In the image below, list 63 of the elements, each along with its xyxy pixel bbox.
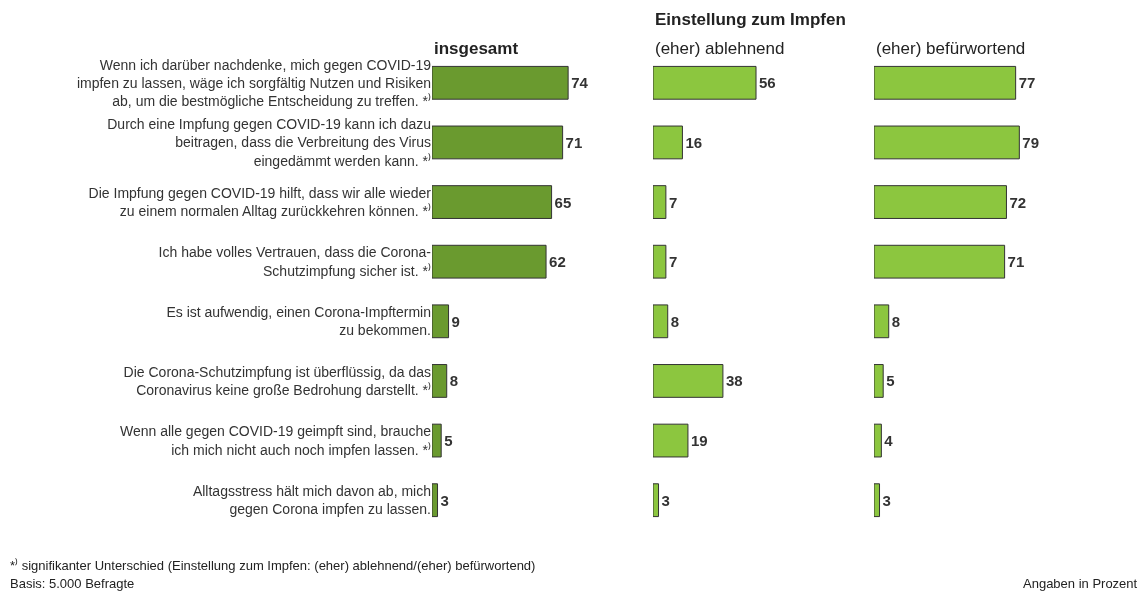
bar: [653, 185, 667, 219]
y-tick-label: Durch eine Impfung gegen COVID-19 kann ich dazu beitragen, dass die Verbreitung des Virus eingedämmt werden kann. *⁾: [107, 116, 431, 169]
chart-title: (eher) befürwortend: [876, 39, 1026, 58]
data-label: 71: [1007, 253, 1025, 271]
data-label: 5: [886, 372, 895, 390]
bar: [432, 125, 564, 160]
bar: [653, 423, 689, 458]
data-label: 71: [565, 133, 583, 151]
bar: [432, 185, 553, 219]
bar: [432, 423, 442, 458]
bar: [874, 185, 1007, 219]
bar: [653, 483, 660, 518]
data-label: 3: [440, 491, 449, 509]
bar: [432, 244, 547, 279]
bar: [432, 65, 569, 100]
chart-title: insgesamt: [434, 39, 519, 58]
bar: [432, 364, 448, 398]
data-label: 7: [668, 193, 678, 211]
text: *⁾ signifikanter Unterschied (Einstellung zum Impfen: (eher) ablehnend/(eher) befürwortend): [10, 558, 536, 573]
data-label: 4: [884, 432, 894, 450]
bar: [874, 364, 884, 398]
data-label: 8: [449, 372, 459, 390]
data-label: 3: [882, 491, 891, 509]
chart-title: (eher) ablehnend: [655, 39, 785, 58]
data-label: 16: [685, 133, 703, 151]
data-label: 74: [571, 74, 589, 92]
text: Einstellung zum Impfen: [655, 10, 846, 29]
y-tick-label: Es ist aufwendig, einen Corona-Impftermin zu bekommen.: [166, 304, 431, 339]
data-label: 5: [444, 432, 453, 450]
data-label: 62: [549, 253, 566, 271]
data-label: 38: [725, 372, 743, 390]
data-label: 77: [1018, 74, 1036, 92]
bar: [653, 125, 683, 160]
data-label: 65: [554, 193, 572, 211]
y-tick-label: Alltagsstress hält mich davon ab, mich gegen Corona impfen zu lassen.: [192, 482, 431, 518]
bar: [874, 304, 890, 339]
bar: [874, 125, 1020, 160]
y-tick-label: Die Corona-Schutzimpfung ist überflüssig, da das Coronavirus keine große Bedrohung darstellt. *⁾: [123, 363, 431, 398]
y-tick-label: Wenn ich darüber nachdenke, mich gegen COVID-19 impfen zu lassen, wäge ich sorgfältig Nutzen und Risiken ab, um die bestmögliche Entscheidung zu treffen. *⁾: [76, 56, 432, 109]
y-tick-label: Wenn alle gegen COVID-19 geimpft sind, brauche ich mich nicht auch noch impfen lassen. *⁾: [119, 423, 432, 458]
bar: [432, 483, 439, 518]
data-label: 79: [1022, 133, 1040, 151]
bar: [874, 244, 1006, 279]
bar: [874, 65, 1017, 100]
bar: [653, 304, 669, 339]
text: Angaben in Prozent: [1023, 576, 1138, 591]
data-label: 19: [690, 432, 708, 450]
bar: [874, 423, 882, 458]
data-label: 8: [891, 312, 901, 330]
data-label: 56: [759, 74, 776, 92]
data-label: 8: [670, 312, 680, 330]
data-label: 9: [451, 312, 460, 330]
bar: [653, 65, 757, 100]
bar: [653, 364, 724, 398]
data-label: 72: [1009, 193, 1027, 211]
data-label: 7: [668, 253, 678, 271]
bar: [653, 244, 667, 279]
y-tick-label: Ich habe volles Vertrauen, dass die Corona- Schutzimpfung sicher ist. *⁾: [158, 244, 432, 279]
bar: [874, 483, 881, 518]
data-label: 3: [661, 491, 670, 509]
bar: [432, 304, 450, 339]
text: Basis: 5.000 Befragte: [10, 576, 135, 591]
y-tick-label: Die Impfung gegen COVID-19 hilft, dass wir alle wieder zu einem normalen Alltag zurückkehren können. *⁾: [88, 184, 432, 220]
